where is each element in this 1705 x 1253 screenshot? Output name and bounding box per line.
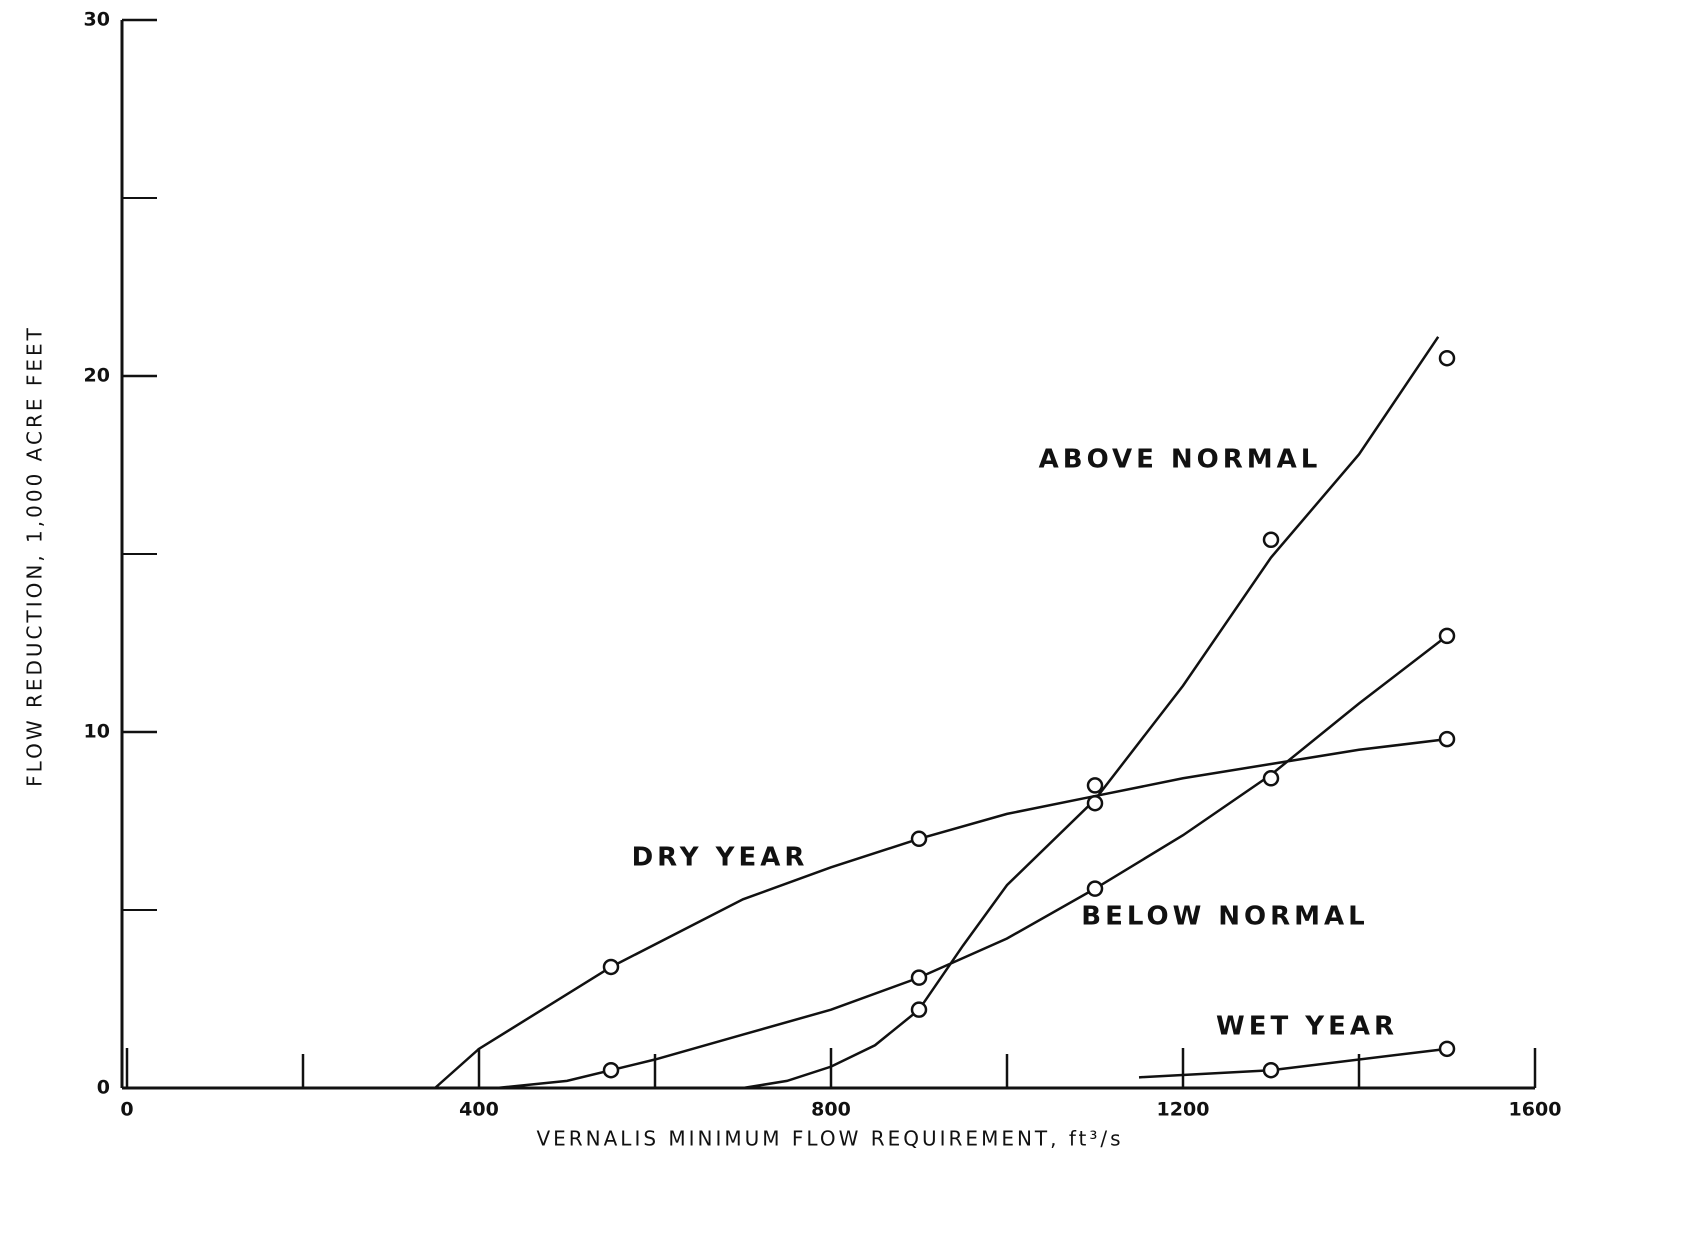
fit-curve [742,336,1440,1090]
data-point [1262,770,1280,787]
data-point [1438,349,1456,367]
y-tick-label: 20 [84,365,110,387]
x-tick-label: 800 [811,1099,851,1121]
data-point [1262,531,1280,549]
x-tick-label: 400 [459,1099,499,1121]
data-point [602,958,620,976]
fit-curve [496,634,1448,1090]
y-tick-label: 10 [84,721,110,743]
x-tick-label: 1600 [1509,1099,1562,1121]
data-point [1262,1061,1280,1079]
data-point [1086,880,1104,897]
curve-label: DRY YEAR [632,843,809,873]
data-point [1438,627,1456,645]
data-point [910,969,928,986]
data-point [910,830,928,848]
data-point [1086,777,1104,794]
data-point [910,1001,928,1018]
curve-label: BELOW NORMAL [1081,902,1369,932]
data-point [1438,1040,1456,1058]
data-point [602,1061,620,1079]
y-tick-label: 0 [97,1077,110,1099]
x-tick-label: 0 [120,1099,133,1121]
y-axis-title: FLOW REDUCTION, 1,000 ACRE FEET [23,325,47,787]
x-tick-label: 1200 [1157,1099,1210,1121]
curve-label: WET YEAR [1216,1012,1398,1042]
x-axis-title: VERNALIS MINIMUM FLOW REQUIREMENT, ft³/s [536,1127,1123,1151]
data-point [1086,794,1104,812]
curve-label: ABOVE NORMAL [1039,445,1322,475]
data-point [1438,730,1456,748]
y-tick-label: 30 [84,9,110,31]
fit-curve [1138,1047,1448,1079]
